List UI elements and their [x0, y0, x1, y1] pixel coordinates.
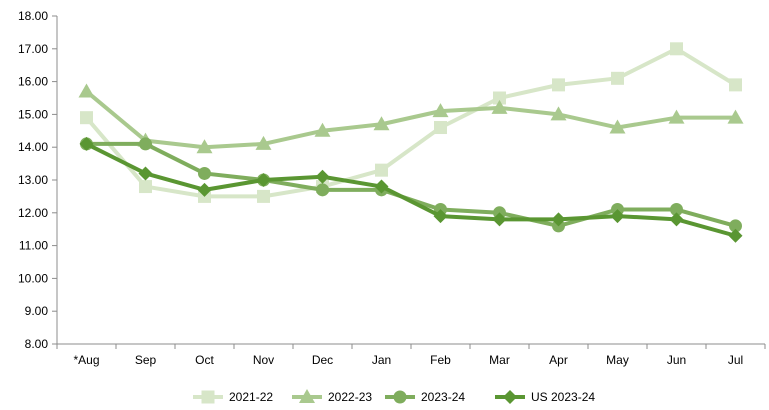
x-axis-ticks: *Aug Sep Oct Nov Dec Jan Feb Mar Apr May Jun Jul	[56, 344, 766, 367]
data-point-circle	[316, 183, 329, 197]
data-point-diamond	[197, 182, 212, 197]
data-point-diamond	[433, 209, 448, 224]
x-tick-label: Oct	[195, 353, 214, 367]
y-tick-label: 12.00	[18, 206, 48, 220]
x-tick-label: Sep	[135, 353, 157, 367]
data-point-diamond	[315, 169, 330, 184]
data-point-diamond	[669, 212, 684, 227]
data-point-square	[729, 78, 742, 92]
data-point-square	[552, 78, 565, 92]
data-point-triangle	[550, 106, 567, 121]
x-tick-label: *Aug	[73, 353, 99, 367]
data-point-triangle	[78, 83, 95, 98]
data-point-square	[139, 180, 152, 194]
x-tick-label: Mar	[489, 353, 510, 367]
y-tick-label: 8.00	[25, 337, 49, 351]
x-tick-label: Jun	[667, 353, 686, 367]
data-point-diamond	[610, 209, 625, 224]
legend-label: 2021-22	[229, 390, 273, 404]
y-tick-label: 10.00	[18, 271, 48, 285]
data-point-triangle	[314, 122, 331, 137]
legend-marker-triangle	[299, 389, 315, 403]
x-tick-label: Jul	[728, 353, 743, 367]
data-point-triangle	[255, 135, 272, 150]
data-point-diamond	[138, 166, 153, 181]
data-point-circle	[139, 137, 152, 151]
x-tick-label: Dec	[312, 353, 333, 367]
data-point-triangle	[727, 109, 744, 124]
legend-marker-square	[201, 390, 215, 404]
x-tick-label: Feb	[430, 353, 451, 367]
series-us-2023-24	[79, 136, 743, 243]
data-point-square	[257, 189, 270, 203]
y-tick-label: 9.00	[25, 304, 49, 318]
y-tick-label: 16.00	[18, 75, 48, 89]
y-tick-label: 11.00	[19, 239, 48, 253]
data-point-triangle	[373, 116, 390, 131]
data-point-diamond	[728, 228, 743, 243]
data-point-square	[375, 163, 388, 177]
legend-item: 2023-24	[385, 390, 465, 404]
legend-marker-diamond	[503, 390, 517, 404]
legend-item: US 2023-24	[495, 390, 595, 404]
data-point-square	[670, 42, 683, 56]
series-line	[84, 46, 738, 199]
data-point-diamond	[374, 179, 389, 194]
x-tick-label: Nov	[253, 353, 274, 367]
data-point-square	[80, 111, 93, 125]
x-tick-label: Apr	[549, 353, 568, 367]
data-point-circle	[670, 203, 683, 217]
data-point-diamond	[492, 212, 507, 227]
data-point-diamond	[256, 173, 271, 187]
legend-label: 2023-24	[421, 390, 465, 404]
series-2022-23	[78, 83, 744, 154]
data-point-square	[493, 91, 506, 105]
data-point-triangle	[196, 139, 213, 154]
y-tick-label: 18.00	[18, 9, 48, 23]
series-line	[84, 89, 738, 150]
y-tick-label: 13.00	[18, 173, 48, 187]
data-point-triangle	[668, 109, 685, 124]
data-point-triangle	[491, 99, 508, 114]
legend: 2021-22 2022-23 2023-24 US 2023-24	[193, 389, 595, 404]
legend-label: 2022-23	[328, 390, 372, 404]
data-point-circle	[729, 219, 742, 233]
legend-marker-circle	[393, 390, 407, 404]
x-tick-label: Jan	[372, 353, 391, 367]
x-tick-label: May	[606, 353, 629, 367]
data-point-diamond	[79, 136, 94, 151]
series-layer	[78, 42, 744, 243]
legend-item: 2022-23	[292, 389, 372, 404]
data-point-square	[434, 121, 447, 135]
y-tick-label: 17.00	[18, 42, 48, 56]
legend-item: 2021-22	[193, 390, 273, 404]
y-axis-ticks: 8.00 9.00 10.00 11.00 12.00 13.00 14.00 15.00 16…	[18, 9, 57, 351]
data-point-triangle	[609, 119, 626, 134]
data-point-square	[611, 71, 624, 85]
data-point-triangle	[432, 103, 449, 118]
y-tick-label: 15.00	[18, 107, 48, 121]
legend-label: US 2023-24	[531, 390, 595, 404]
data-point-circle	[198, 166, 211, 180]
y-tick-label: 14.00	[18, 140, 48, 154]
series-line	[84, 141, 738, 238]
data-point-diamond	[551, 212, 566, 227]
